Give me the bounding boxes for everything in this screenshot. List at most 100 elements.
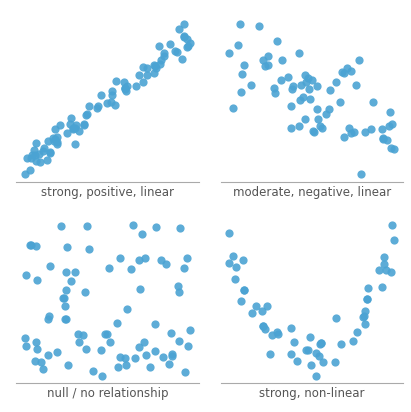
Point [296, 122, 302, 129]
Point [136, 72, 143, 78]
Point [107, 339, 114, 346]
Point [122, 355, 128, 362]
Point [238, 89, 244, 96]
Point [151, 70, 157, 76]
Point [32, 151, 38, 158]
Point [102, 330, 109, 337]
Point [314, 115, 321, 122]
Point [381, 261, 388, 268]
Point [353, 81, 359, 88]
Point [182, 369, 189, 376]
Point [151, 62, 157, 68]
Point [318, 340, 324, 346]
Point [104, 331, 111, 337]
Point [260, 56, 267, 63]
Point [265, 53, 272, 59]
Point [179, 56, 186, 62]
Point [72, 269, 78, 276]
Point [229, 105, 236, 111]
Point [327, 87, 334, 93]
Point [31, 357, 38, 364]
Point [389, 121, 395, 128]
Point [123, 87, 129, 94]
Point [27, 241, 33, 248]
Point [80, 332, 86, 339]
Point [333, 315, 339, 321]
Point [49, 135, 56, 142]
Point [176, 289, 182, 296]
Point [63, 286, 69, 293]
Point [310, 128, 317, 134]
Point [32, 339, 39, 346]
Point [151, 347, 158, 354]
Point [337, 98, 344, 105]
Point [369, 98, 376, 105]
Point [264, 62, 271, 69]
Point [116, 354, 123, 360]
Point [339, 68, 345, 75]
Point [47, 149, 53, 155]
Point [141, 339, 148, 345]
Point [176, 26, 183, 33]
Point [70, 126, 76, 132]
Point [76, 339, 83, 345]
Point [362, 129, 368, 135]
Point [297, 97, 304, 104]
Point [72, 141, 79, 147]
Point [152, 321, 159, 328]
Point [34, 346, 41, 353]
Point [51, 138, 58, 144]
Point [163, 261, 169, 268]
Point [76, 128, 82, 134]
Point [28, 155, 35, 162]
Point [313, 350, 319, 356]
Point [184, 255, 190, 261]
Point [26, 166, 33, 173]
Point [81, 121, 88, 127]
Point [278, 76, 284, 83]
Point [310, 128, 317, 135]
Point [260, 323, 267, 330]
Point [84, 222, 91, 229]
Point [187, 326, 194, 333]
Point [181, 21, 187, 27]
Point [350, 338, 357, 344]
Point [66, 120, 73, 127]
Point [61, 303, 68, 310]
Point [153, 65, 159, 71]
Point [341, 70, 347, 77]
Point [44, 138, 51, 145]
Point [359, 314, 366, 321]
Point [360, 313, 367, 320]
Point [70, 125, 76, 131]
Point [248, 82, 254, 88]
Point [291, 338, 298, 345]
Point [272, 90, 279, 97]
Point [123, 362, 130, 368]
Point [141, 255, 148, 262]
Point [386, 123, 392, 129]
Point [379, 135, 386, 142]
Point [109, 88, 115, 95]
Point [139, 231, 145, 237]
Point [64, 244, 71, 250]
Point [64, 130, 71, 137]
Point [33, 243, 39, 249]
Point [56, 122, 63, 129]
Point [264, 303, 270, 310]
Point [37, 159, 44, 165]
Point [333, 78, 339, 85]
Point [262, 325, 268, 332]
Point [160, 354, 166, 361]
Point [314, 106, 321, 112]
Point [117, 255, 124, 262]
Point [305, 75, 311, 82]
Point [367, 125, 374, 132]
Point [306, 96, 313, 103]
Point [181, 265, 188, 272]
Point [38, 359, 45, 365]
Point [296, 50, 302, 56]
Point [82, 111, 89, 118]
Point [226, 229, 232, 236]
Point [68, 278, 75, 285]
